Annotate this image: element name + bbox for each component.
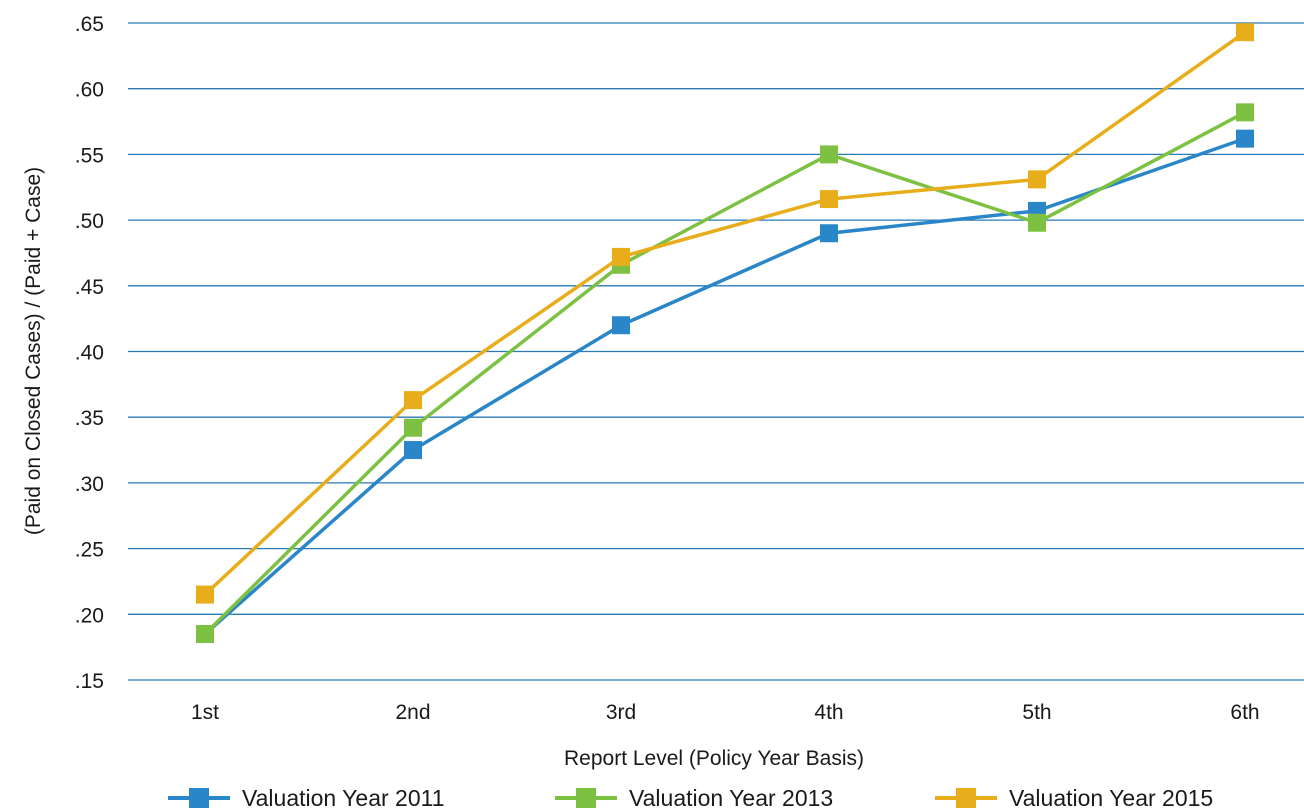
legend-label: Valuation Year 2011 bbox=[242, 785, 445, 811]
gridlines bbox=[128, 22, 1304, 681]
legend-marker-swatch bbox=[956, 788, 976, 808]
y-tick-label: .50 bbox=[75, 210, 104, 233]
y-tick-label: .30 bbox=[75, 473, 104, 496]
series-line bbox=[203, 30, 1247, 596]
data-point-marker bbox=[820, 224, 838, 243]
y-axis-title: (Paid on Closed Cases) / (Paid + Case) bbox=[22, 167, 45, 535]
y-tick-label: .55 bbox=[75, 144, 104, 167]
legend-item: Valuation Year 2011 bbox=[168, 785, 445, 811]
x-axis-title: Report Level (Policy Year Basis) bbox=[564, 747, 864, 770]
legend: Valuation Year 2011 Valuation Year 2013 Va… bbox=[168, 785, 1213, 811]
data-point-marker bbox=[1236, 129, 1254, 148]
legend-marker-swatch bbox=[189, 788, 209, 808]
series-line-group bbox=[196, 23, 1254, 604]
legend-item: Valuation Year 2015 bbox=[935, 785, 1213, 811]
y-tick-label: .15 bbox=[75, 670, 104, 693]
data-point-marker bbox=[820, 145, 838, 164]
y-tick-label: .65 bbox=[75, 13, 104, 36]
series-line bbox=[203, 136, 1246, 636]
legend-label: Valuation Year 2013 bbox=[629, 785, 833, 811]
legend-label: Valuation Year 2015 bbox=[1009, 785, 1213, 811]
y-tick-label: .25 bbox=[75, 539, 104, 562]
data-point-marker bbox=[196, 585, 214, 604]
y-tick-label: .60 bbox=[75, 79, 104, 102]
y-tick-label: .20 bbox=[75, 604, 104, 627]
data-point-marker bbox=[1028, 213, 1046, 232]
legend-marker-swatch bbox=[576, 788, 596, 808]
series-line bbox=[203, 110, 1246, 636]
y-tick-label: .45 bbox=[75, 276, 104, 299]
data-point-marker bbox=[404, 441, 422, 460]
legend-item: Valuation Year 2013 bbox=[555, 785, 833, 811]
data-point-marker bbox=[404, 418, 422, 437]
data-point-marker bbox=[1236, 103, 1254, 122]
x-tick-label: 3rd bbox=[606, 701, 636, 724]
y-tick-label: .35 bbox=[75, 407, 104, 430]
data-point-marker bbox=[404, 391, 422, 410]
data-point-marker bbox=[612, 316, 630, 335]
data-point-marker bbox=[196, 625, 214, 644]
series-line-group bbox=[196, 103, 1254, 644]
x-tick-label: 4th bbox=[814, 701, 843, 724]
x-tick-label: 1st bbox=[191, 701, 219, 724]
series-line-group bbox=[196, 129, 1254, 644]
data-point-marker bbox=[1028, 170, 1046, 189]
x-tick-label: 6th bbox=[1230, 701, 1259, 724]
data-series bbox=[196, 23, 1254, 644]
data-point-marker bbox=[820, 190, 838, 209]
x-axis-tick-labels: 1st 2nd 3rd 4th 5th 6th bbox=[191, 701, 1260, 724]
x-tick-label: 5th bbox=[1022, 701, 1051, 724]
data-point-marker bbox=[612, 247, 630, 266]
y-tick-label: .40 bbox=[75, 342, 104, 365]
data-point-marker bbox=[1236, 23, 1254, 42]
y-axis-tick-labels: .15 .20 .25 .30 .35 .40 .45 .50 .55 .60 .65 bbox=[75, 13, 104, 693]
x-tick-label: 2nd bbox=[395, 701, 430, 724]
